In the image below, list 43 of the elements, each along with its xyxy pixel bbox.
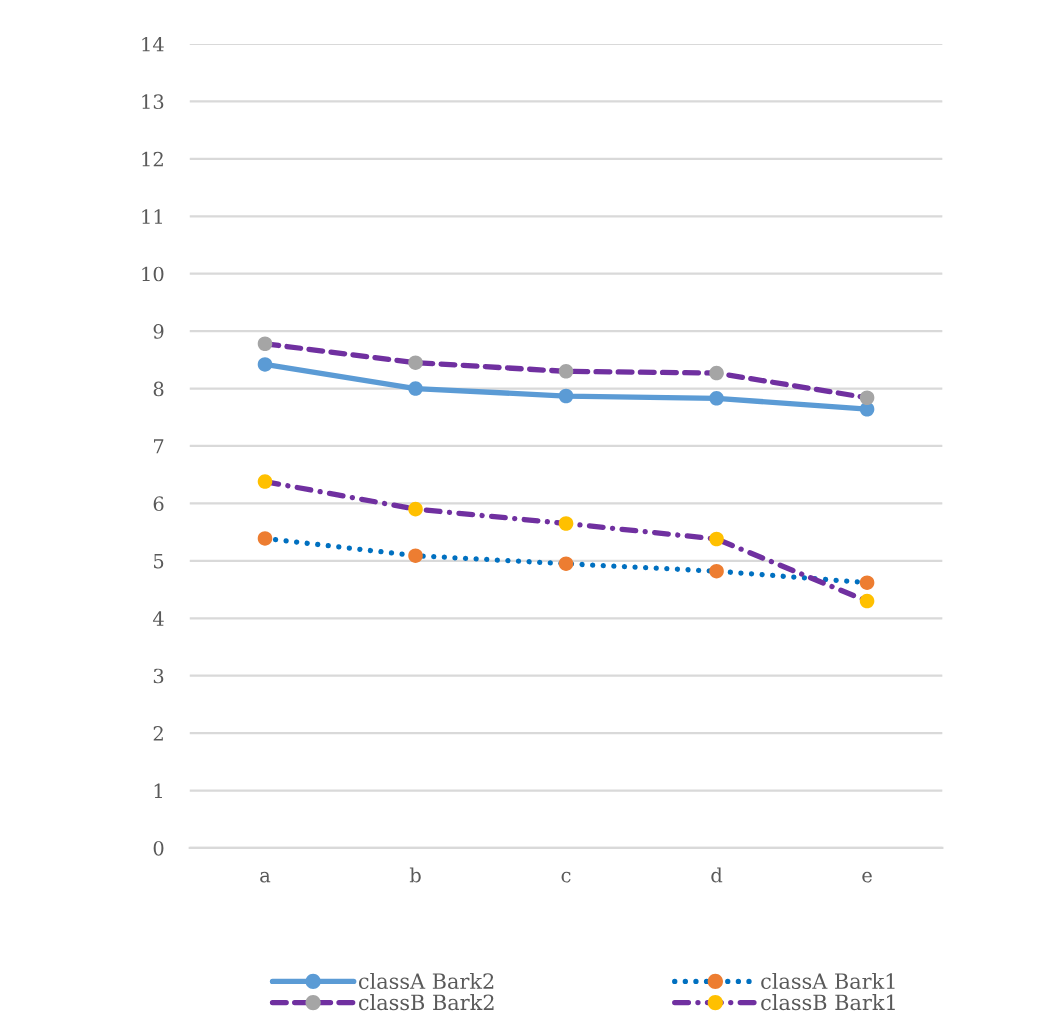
point (257, 336, 273, 352)
x-tick-label: d (711, 867, 723, 883)
y-tick-label: 7 (154, 439, 164, 454)
point (859, 593, 875, 609)
y-tick-label: 10 (142, 266, 164, 282)
point (859, 575, 875, 590)
legend-label: classB Bark2 (358, 994, 494, 1011)
y-tick-label: 14 (142, 36, 164, 52)
legend-label: classA Bark1 (761, 972, 895, 990)
point (709, 391, 724, 406)
point (558, 556, 574, 571)
point (408, 355, 423, 370)
y-tick-label: 9 (153, 324, 164, 339)
y-tick-label: 4 (152, 611, 164, 626)
point (257, 531, 273, 546)
point (408, 548, 423, 563)
y-tick-label: 2 (153, 726, 163, 741)
point (257, 357, 273, 372)
point (558, 388, 574, 404)
legend-label: classB Bark1 (761, 994, 895, 1011)
x-tick-label: b (409, 867, 421, 883)
point (408, 501, 423, 517)
y-tick-label: 3 (153, 668, 164, 684)
y-tick-label: 12 (142, 151, 163, 167)
point (859, 390, 875, 406)
y-tick-label: 13 (142, 94, 164, 110)
x-tick-label: a (260, 871, 271, 883)
point (709, 365, 724, 381)
point (709, 531, 724, 547)
y-tick-label: 0 (153, 840, 164, 856)
x-tick-label: c (561, 871, 571, 883)
point (709, 563, 724, 579)
y-tick-label: 11 (142, 209, 162, 224)
y-tick-label: 6 (153, 496, 164, 512)
y-tick-label: 5 (154, 554, 164, 569)
x-tick-label: e (862, 871, 872, 883)
y-tick-label: 8 (153, 381, 164, 397)
y-tick-label: 1 (154, 783, 162, 798)
legend-label: classA Bark2 (358, 972, 494, 990)
point (408, 381, 423, 396)
point (558, 516, 574, 531)
point (257, 474, 273, 489)
point (558, 364, 574, 379)
